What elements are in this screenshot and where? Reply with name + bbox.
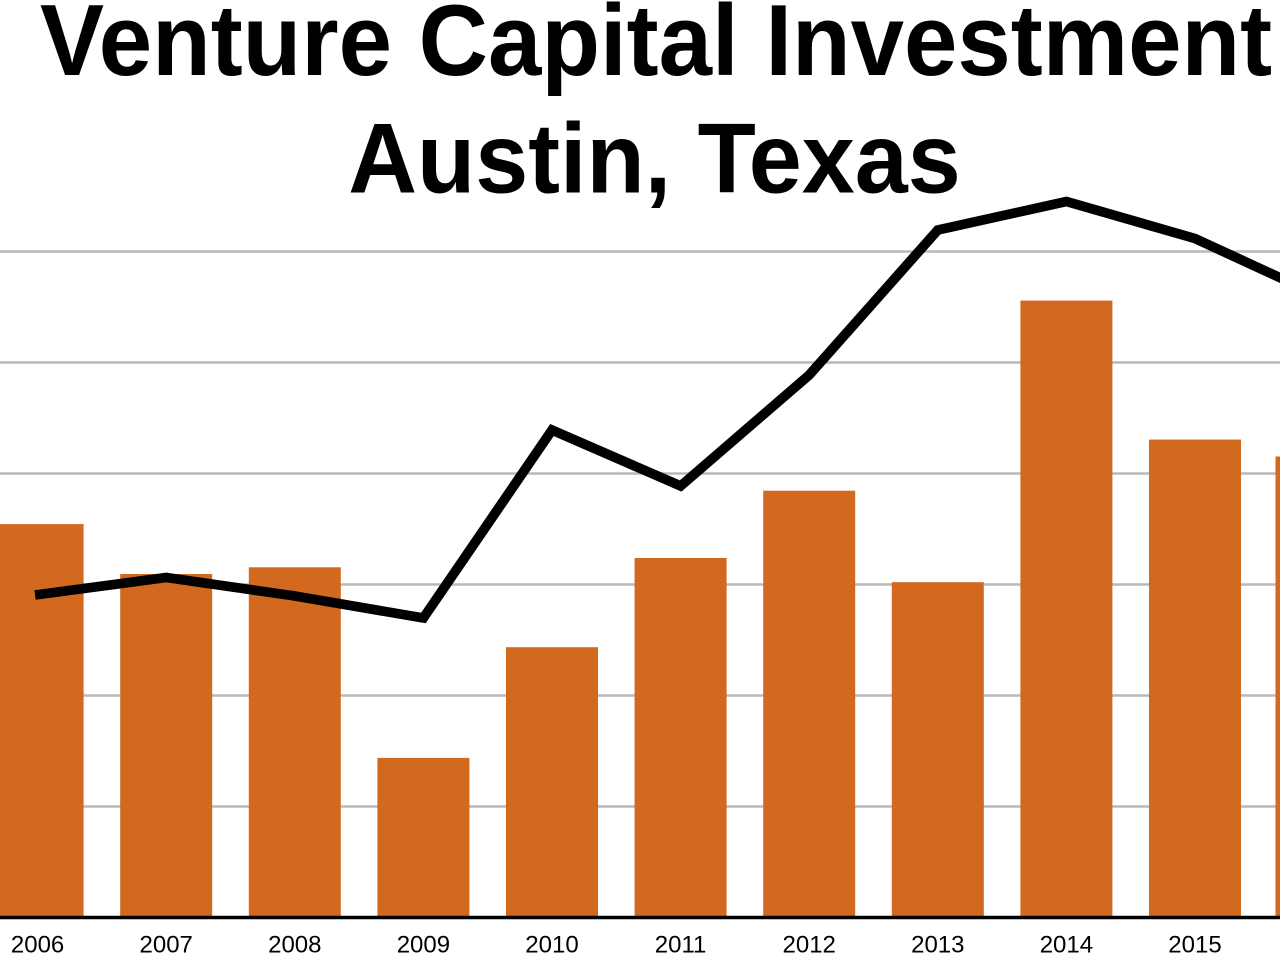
svg-text:2015: 2015 [1168, 932, 1221, 959]
svg-text:2011: 2011 [655, 932, 707, 959]
svg-text:2007: 2007 [140, 932, 193, 959]
svg-text:Austin, Texas: Austin, Texas [348, 103, 961, 214]
svg-text:2014: 2014 [1040, 932, 1093, 959]
svg-text:2010: 2010 [525, 932, 578, 959]
svg-text:2009: 2009 [397, 932, 450, 959]
svg-text:2012: 2012 [783, 932, 836, 959]
svg-text:Venture Capital Investment: Venture Capital Investment [40, 0, 1272, 97]
svg-text:2013: 2013 [911, 932, 964, 959]
svg-text:2006: 2006 [11, 932, 64, 959]
svg-text:2008: 2008 [268, 932, 321, 959]
